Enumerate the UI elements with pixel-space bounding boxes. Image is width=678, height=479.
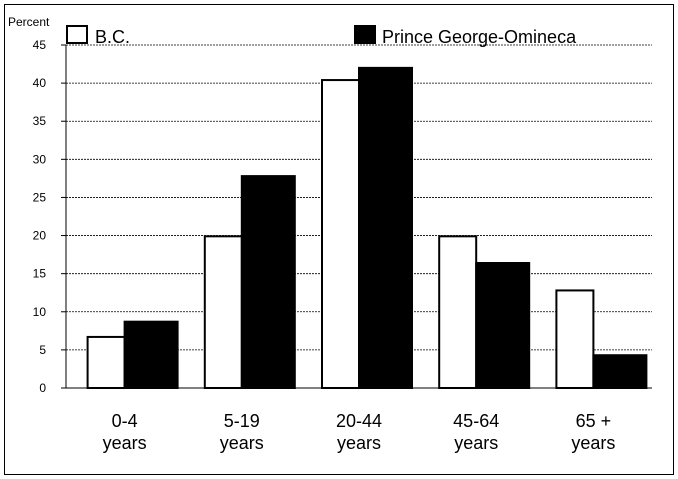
bar-pgo xyxy=(592,354,648,390)
x-axis-labels: 0-4years5-19years20-44years45-64years65 … xyxy=(103,411,616,453)
legend-label-pgo: Prince George-Omineca xyxy=(382,27,577,47)
x-tick-label: years xyxy=(103,433,147,453)
bar-bc xyxy=(321,79,360,389)
y-tick-label: 25 xyxy=(33,190,47,204)
y-tick-label: 20 xyxy=(33,229,47,243)
x-tick-label: 0-4 xyxy=(112,411,138,431)
y-tick-label: 35 xyxy=(33,114,47,128)
legend: B.C. Prince George-Omineca xyxy=(66,25,577,47)
x-tick-label: years xyxy=(337,433,381,453)
y-axis-label: Percent xyxy=(8,15,50,29)
x-tick-label: 65 + xyxy=(576,411,612,431)
bar-bc xyxy=(438,235,478,389)
legend-swatch-bc xyxy=(66,25,88,44)
x-tick-label: years xyxy=(454,433,498,453)
bar-pgo xyxy=(123,320,179,390)
bar-bc xyxy=(203,235,243,389)
y-axis-ticks: 0 5 10 15 20 25 30 35 40 45 xyxy=(33,38,66,395)
bar-bc xyxy=(86,335,126,390)
bar-pgo xyxy=(475,261,531,389)
y-tick-label: 15 xyxy=(33,267,47,281)
y-tick-label: 10 xyxy=(33,305,47,319)
legend-swatch-pgo xyxy=(354,25,376,44)
x-tick-label: 5-19 xyxy=(224,411,260,431)
x-tick-label: years xyxy=(571,433,615,453)
x-tick-label: 45-64 xyxy=(453,411,499,431)
x-tick-label: 20-44 xyxy=(336,411,382,431)
chart-frame xyxy=(4,4,674,475)
legend-label-bc: B.C. xyxy=(95,27,130,47)
y-tick-label: 30 xyxy=(33,152,47,166)
bar-pgo xyxy=(358,66,413,389)
y-tick-label: 45 xyxy=(33,38,47,52)
bars xyxy=(86,66,648,390)
y-tick-label: 5 xyxy=(39,343,46,357)
y-tick-label: 0 xyxy=(39,381,46,395)
bar-pgo xyxy=(240,175,296,389)
bar-bc xyxy=(555,289,595,389)
y-tick-label: 40 xyxy=(33,76,47,90)
x-tick-label: years xyxy=(220,433,264,453)
